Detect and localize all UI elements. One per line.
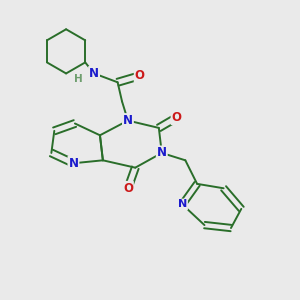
Text: N: N [123,114,133,127]
Text: O: O [123,182,133,195]
Text: O: O [135,69,145,82]
Text: N: N [68,157,78,170]
Text: N: N [89,67,99,80]
Text: O: O [172,111,182,124]
Text: H: H [74,74,83,84]
Text: N: N [178,200,187,209]
Text: N: N [157,146,167,159]
